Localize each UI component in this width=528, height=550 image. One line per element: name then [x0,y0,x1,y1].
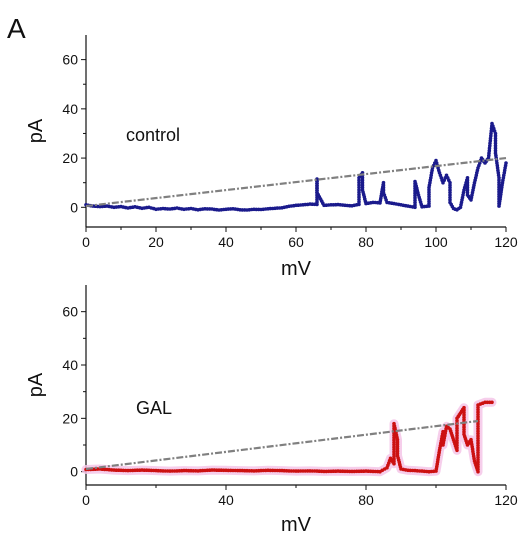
y-tick-label: 40 [62,101,78,117]
data-point [465,178,470,182]
data-point [465,190,470,195]
x-tick-label: 80 [358,234,374,250]
data-point [493,148,498,153]
y-tick-label: 0 [70,464,78,480]
x-tick-label: 0 [82,492,90,508]
y-tick-label: 60 [62,52,78,68]
data-point [493,134,498,138]
x-axis-title: mV [281,514,312,536]
data-point [493,139,498,143]
x-axis-title: mV [281,258,312,280]
trace-annotation: control [126,125,180,145]
data-point [504,161,508,165]
data-point [490,400,494,405]
y-tick-label: 60 [62,304,78,320]
fit-line [85,156,507,208]
y-tick-label: 20 [62,410,78,426]
y-tick-label: 0 [70,199,78,215]
y-axis-title: pA [25,118,47,143]
x-tick-label: 20 [148,234,164,250]
x-tick-label: 120 [494,492,518,508]
data-point [448,180,452,185]
data-point [360,180,365,185]
x-tick-label: 80 [358,492,374,508]
data-point [462,413,466,417]
data-point [360,178,365,182]
panel-letter: A [7,13,26,44]
x-tick-label: 40 [218,492,234,508]
data-point [455,446,459,450]
chart-panel-control: 0 20 40 60 80 100 120 0 20 40 60 mV pA control [25,35,518,280]
y-tick-label: 40 [62,357,78,373]
trace-annotation: GAL [136,398,172,418]
data-point [455,426,459,431]
data-point [360,185,365,190]
data-point [357,202,361,207]
data-point [455,443,459,448]
x-tick-label: 0 [82,234,90,250]
data-point [493,146,498,150]
data-point [448,198,452,202]
fit-line [85,419,479,471]
x-tick-label: 100 [424,234,448,250]
x-tick-label: 60 [288,234,304,250]
data-point [455,419,459,423]
y-tick-label: 20 [62,150,78,166]
chart-panel-gal: 0 40 80 120 0 20 40 60 mV pA GAL [25,285,518,536]
x-tick-label: 120 [494,234,518,250]
data-point [493,141,498,146]
data-point [448,185,452,190]
data-point [455,433,459,438]
data-point [465,185,470,190]
data-point [448,193,452,197]
y-axis-title: pA [25,372,47,397]
x-tick-label: 40 [218,234,234,250]
data-point [381,185,386,190]
data-point [381,180,386,185]
data-point [455,438,459,443]
data-point [455,431,459,435]
data-point [465,180,470,185]
data-point [357,188,361,192]
data-point [448,190,452,195]
